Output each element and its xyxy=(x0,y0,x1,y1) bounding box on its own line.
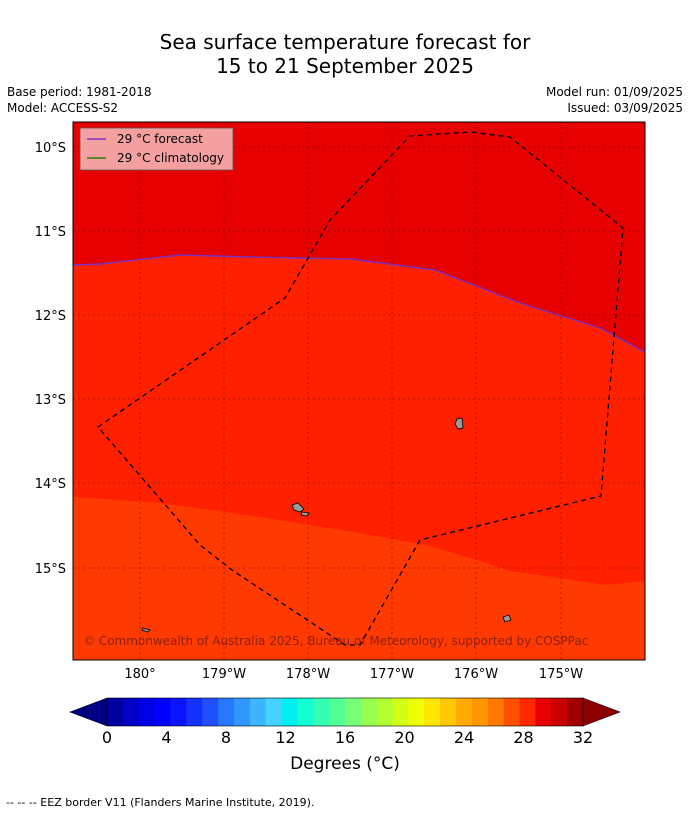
eez-border xyxy=(97,131,624,646)
colorbar-cell xyxy=(281,698,298,726)
island xyxy=(141,627,151,633)
colorbar-cell xyxy=(249,698,267,726)
colorbar-cell xyxy=(503,698,521,726)
title-line-2: 15 to 21 September 2025 xyxy=(216,54,474,78)
colorbar-cell xyxy=(138,698,156,726)
colorbar-tick: 16 xyxy=(335,728,355,747)
colorbar-cell xyxy=(122,698,140,726)
lat-label: 11°S xyxy=(35,225,66,240)
colorbar-cell xyxy=(233,698,251,726)
colorbar-tick: 12 xyxy=(275,728,295,747)
legend-climatology-label: 29 °C climatology xyxy=(117,151,224,165)
colorbar-cell xyxy=(408,698,425,726)
colorbar-cell xyxy=(487,698,505,726)
colorbar-tick: 24 xyxy=(454,728,474,747)
sst-zone-coolest xyxy=(73,497,645,660)
colorbar-tick: 4 xyxy=(161,728,171,747)
colorbar-cell xyxy=(218,698,235,726)
colorbar-tick: 28 xyxy=(513,728,533,747)
colorbar-cell xyxy=(440,698,457,726)
meta-right: Model run: 01/09/2025 Issued: 03/09/2025 xyxy=(546,84,683,116)
lat-label: 15°S xyxy=(35,562,66,577)
lat-label: 14°S xyxy=(35,477,66,492)
colorbar-tick: 0 xyxy=(102,728,112,747)
colorbar-cell xyxy=(313,698,330,726)
sst-map: © Commonwealth of Australia 2025, Bureau… xyxy=(35,121,646,747)
colorbar-label: Degrees (°C) xyxy=(290,754,400,774)
chart-title: Sea surface temperature forecast for 15 … xyxy=(0,30,690,78)
issued-date: Issued: 03/09/2025 xyxy=(567,101,683,115)
footer-note: -- -- -- EEZ border V11 (Flanders Marine… xyxy=(6,796,315,809)
base-period: Base period: 1981-2018 xyxy=(7,85,152,99)
lon-label: 176°W xyxy=(454,667,498,682)
colorbar-cell xyxy=(424,698,441,726)
meta-left: Base period: 1981-2018 Model: ACCESS-S2 xyxy=(7,84,152,116)
lon-label: 178°W xyxy=(286,667,330,682)
lat-label: 13°S xyxy=(35,393,66,408)
colorbar-cell xyxy=(551,698,568,726)
colorbar-cell xyxy=(345,698,362,726)
colorbar-cells xyxy=(107,698,584,726)
model-run: Model run: 01/09/2025 xyxy=(545,85,683,99)
colorbar-cell xyxy=(107,698,124,726)
map-frame xyxy=(72,121,646,661)
colorbar-cell xyxy=(202,698,219,726)
legend: 29 °C forecast 29 °C climatology xyxy=(79,127,234,171)
legend-box xyxy=(79,127,234,171)
colorbar-tick: 32 xyxy=(573,728,593,747)
lon-label: 177°W xyxy=(370,667,414,682)
colorbar-cell xyxy=(329,698,346,726)
gridlines xyxy=(73,122,645,660)
colorbar-cell xyxy=(265,698,283,726)
colorbar-cell xyxy=(392,698,409,726)
lon-labels: 180° 179°W 178°W 177°W 176°W 175°W xyxy=(124,667,583,682)
colorbar-cell xyxy=(567,698,584,726)
colorbar-cell xyxy=(519,698,536,726)
island xyxy=(291,502,305,513)
lon-label: 179°W xyxy=(202,667,246,682)
lat-label: 12°S xyxy=(35,309,66,324)
colorbar-tick: 8 xyxy=(221,728,231,747)
colorbar-cell xyxy=(170,698,187,726)
island xyxy=(454,417,464,430)
lat-label: 10°S xyxy=(35,141,66,156)
colorbar-ticks: 0 4 8 12 16 20 24 28 32 xyxy=(102,728,593,747)
forecast-contour-line xyxy=(73,254,645,353)
colorbar-tick: 20 xyxy=(394,728,414,747)
colorbar-under-arrow xyxy=(69,697,108,727)
colorbar-cell xyxy=(456,698,473,726)
title-line-1: Sea surface temperature forecast for xyxy=(159,30,531,54)
colorbar-cell xyxy=(535,698,552,726)
colorbar-frame xyxy=(106,697,584,727)
colorbar-cell xyxy=(186,698,203,726)
colorbar-cell xyxy=(154,698,171,726)
colorbar-cell xyxy=(376,698,394,726)
colorbar-cell xyxy=(360,698,378,726)
map-area: © Commonwealth of Australia 2025, Bureau… xyxy=(73,122,645,660)
legend-forecast-label: 29 °C forecast xyxy=(117,132,203,146)
colorbar-cell xyxy=(297,698,314,726)
island xyxy=(300,511,310,517)
island xyxy=(502,614,512,623)
colorbar: 0 4 8 12 16 20 24 28 32 xyxy=(69,697,621,747)
colorbar-cell xyxy=(471,698,489,726)
lon-label: 180° xyxy=(124,667,155,682)
colorbar-over-arrow xyxy=(582,697,621,727)
islands xyxy=(141,417,512,633)
model-name: Model: ACCESS-S2 xyxy=(7,101,119,115)
lon-label: 175°W xyxy=(539,667,583,682)
lat-labels: 10°S 11°S 12°S 13°S 14°S 15°S xyxy=(35,141,66,577)
copyright-text: © Commonwealth of Australia 2025, Bureau… xyxy=(83,634,588,648)
